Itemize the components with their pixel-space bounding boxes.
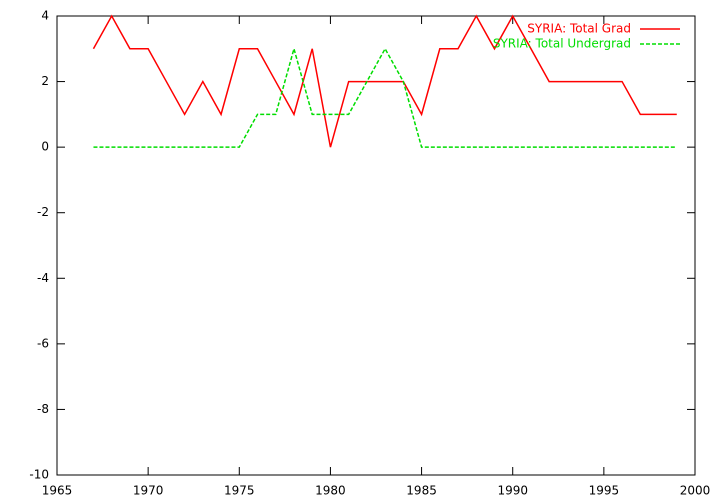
y-tick-label: 0 [41,140,49,154]
x-tick-label: 1995 [589,484,620,498]
y-tick-label: -6 [37,336,49,350]
y-tick-label: 2 [41,74,49,88]
x-tick-label: 2000 [680,484,711,498]
y-tick-label: 4 [41,9,49,23]
legend-label: SYRIA: Total Undergrad [493,37,631,51]
y-tick-label: -2 [37,205,49,219]
legend-label: SYRIA: Total Grad [527,22,631,36]
x-tick-label: 1990 [497,484,528,498]
x-tick-label: 1985 [406,484,437,498]
series-line [93,45,677,148]
plot-border [56,15,696,476]
y-tick-label: -4 [37,271,49,285]
y-tick-label: -8 [37,402,49,416]
y-tick-label: -10 [29,468,49,482]
x-tick-label: 1975 [224,484,255,498]
x-tick-label: 1965 [42,484,73,498]
x-tick-label: 1970 [133,484,164,498]
series-line [92,14,677,148]
x-tick-label: 1980 [315,484,346,498]
